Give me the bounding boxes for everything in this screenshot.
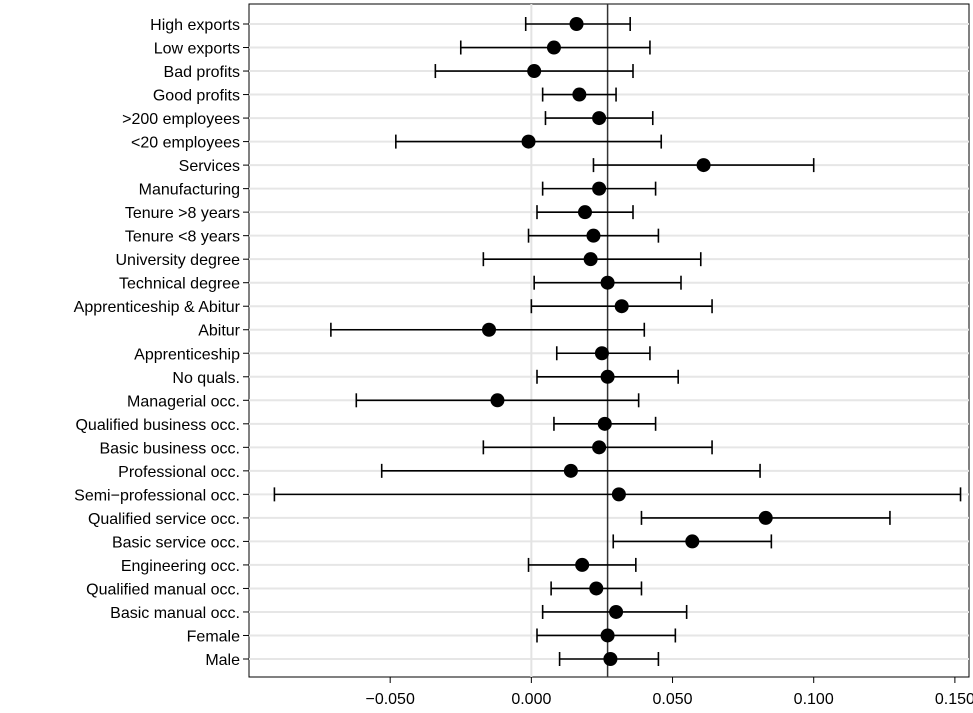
category-label: Female xyxy=(187,628,240,645)
x-tick-label: 0.000 xyxy=(511,691,551,708)
point-estimate xyxy=(575,557,590,572)
point-estimate xyxy=(578,205,592,220)
point-estimate xyxy=(586,228,601,243)
category-label: Basic manual occ. xyxy=(110,605,240,622)
category-label: Apprenticeship & Abitur xyxy=(74,299,241,316)
point-estimate xyxy=(490,393,505,408)
category-label: Managerial occ. xyxy=(127,393,240,410)
category-label: Services xyxy=(179,158,240,175)
x-tick-label: 0.150 xyxy=(935,691,973,708)
category-label: Qualified manual occ. xyxy=(86,581,240,598)
point-estimate xyxy=(592,440,607,455)
category-label: Qualified business occ. xyxy=(75,417,240,434)
category-label: Bad profits xyxy=(164,64,240,81)
category-label: Qualified service occ. xyxy=(88,511,240,528)
point-estimate xyxy=(600,628,615,643)
point-estimate xyxy=(589,581,604,596)
category-label: Low exports xyxy=(154,41,240,58)
category-label: No quals. xyxy=(172,370,240,387)
point-estimates xyxy=(482,17,773,666)
point-estimate xyxy=(696,158,711,173)
point-estimate xyxy=(611,487,626,502)
point-estimate xyxy=(563,463,578,478)
category-label: Tenure >8 years xyxy=(125,205,240,222)
category-label: Technical degree xyxy=(119,276,240,293)
category-label: Manufacturing xyxy=(139,182,240,199)
category-label: Semi−professional occ. xyxy=(74,487,240,504)
category-label: University degree xyxy=(116,252,241,269)
category-label: >200 employees xyxy=(122,111,240,128)
plot-frame xyxy=(248,3,970,678)
point-estimate xyxy=(583,252,598,267)
point-estimate xyxy=(594,346,609,361)
category-label: High exports xyxy=(150,17,240,34)
point-estimate xyxy=(527,64,542,79)
point-estimate xyxy=(521,134,536,149)
x-tick-label: −0.050 xyxy=(365,691,414,708)
point-estimate xyxy=(597,416,612,431)
category-label: Abitur xyxy=(198,323,240,340)
point-estimate xyxy=(546,40,561,55)
point-estimate xyxy=(685,534,700,549)
point-estimate xyxy=(603,652,618,666)
category-label: Apprenticeship xyxy=(134,346,240,363)
category-label: Basic service occ. xyxy=(112,534,240,551)
point-estimate xyxy=(572,87,587,102)
point-estimate xyxy=(569,17,584,31)
category-label: Good profits xyxy=(153,88,240,105)
x-tick-label: 0.050 xyxy=(653,691,693,708)
category-label: Professional occ. xyxy=(118,464,240,481)
x-axis-ticks: −0.050 0.000 0.050 0.100 0.150 xyxy=(365,677,973,708)
point-estimate xyxy=(609,604,624,619)
category-label: Tenure <8 years xyxy=(125,229,240,246)
category-label: Male xyxy=(205,652,240,669)
point-estimate xyxy=(600,275,615,290)
category-label: Engineering occ. xyxy=(121,558,240,575)
category-label: Basic business occ. xyxy=(99,440,240,457)
x-tick-label: 0.100 xyxy=(794,691,834,708)
point-estimate xyxy=(592,111,607,126)
point-estimate xyxy=(592,181,607,196)
point-estimate xyxy=(614,299,629,314)
category-labels: High exports Low exports Bad profits Good p… xyxy=(74,17,249,669)
point-estimate xyxy=(600,369,615,384)
point-estimate xyxy=(482,322,496,337)
point-estimate xyxy=(758,510,773,525)
category-label: <20 employees xyxy=(131,135,240,152)
